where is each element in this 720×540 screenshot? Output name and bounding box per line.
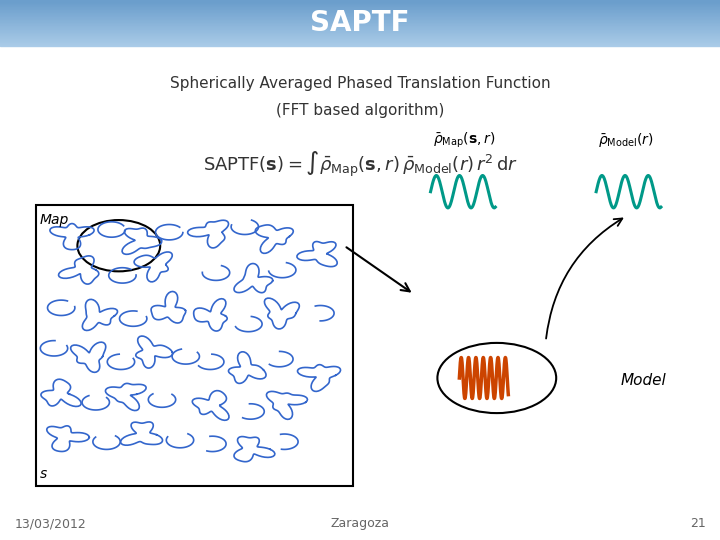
- Bar: [0, 41, 720, 42]
- Bar: [0, 22, 720, 23]
- Bar: [0, 0, 720, 2]
- Bar: [0, 9, 720, 11]
- Ellipse shape: [438, 343, 556, 413]
- Bar: [0, 18, 720, 19]
- Text: Map: Map: [40, 213, 69, 227]
- Bar: [0, 39, 720, 40]
- Bar: [0, 17, 720, 18]
- Bar: [0, 25, 720, 27]
- Bar: [0, 22, 720, 24]
- Bar: [0, 30, 720, 31]
- Bar: [0, 44, 720, 45]
- Bar: [0, 28, 720, 29]
- Bar: [0, 13, 720, 15]
- Text: Zaragoza: Zaragoza: [330, 517, 390, 530]
- Bar: [0, 40, 720, 42]
- Bar: [0, 10, 720, 11]
- Bar: [0, 31, 720, 33]
- Text: Spherically Averaged Phased Translation Function: Spherically Averaged Phased Translation …: [170, 76, 550, 91]
- Bar: [0, 11, 720, 12]
- Text: $\mathrm{SAPTF}(\mathbf{s}) = \int \bar{\rho}_{\mathrm{Map}}(\mathbf{s},r)\, \ba: $\mathrm{SAPTF}(\mathbf{s}) = \int \bar{…: [202, 150, 518, 179]
- Text: 21: 21: [690, 517, 706, 530]
- Text: 13/03/2012: 13/03/2012: [14, 517, 86, 530]
- Text: $\bar{\rho}_{\mathrm{Model}}(r)$: $\bar{\rho}_{\mathrm{Model}}(r)$: [598, 131, 654, 150]
- Bar: [0, 14, 720, 15]
- Bar: [0, 36, 720, 37]
- Bar: [0, 27, 720, 28]
- Bar: [0, 3, 720, 4]
- Bar: [0, 20, 720, 22]
- Bar: [0, 43, 720, 44]
- Text: s: s: [40, 467, 47, 481]
- Bar: [0, 42, 720, 43]
- Bar: [0, 32, 720, 33]
- Bar: [0, 33, 720, 35]
- Bar: [0, 34, 720, 35]
- Bar: [0, 5, 720, 6]
- Text: Model: Model: [621, 373, 667, 388]
- Bar: [0, 35, 720, 36]
- Bar: [0, 0, 720, 1]
- Bar: [0, 25, 720, 26]
- Bar: [0, 37, 720, 38]
- Bar: [0, 6, 720, 8]
- Bar: [0, 3, 720, 4]
- Bar: [0, 23, 720, 24]
- Bar: [0, 31, 720, 32]
- Bar: [0, 21, 720, 22]
- Bar: [0, 19, 720, 21]
- Bar: [0, 42, 720, 44]
- Bar: [0, 24, 720, 25]
- Bar: [0, 29, 720, 30]
- Bar: [0, 26, 720, 28]
- Text: (FFT based algorithm): (FFT based algorithm): [276, 103, 444, 118]
- Bar: [0, 1, 720, 2]
- Bar: [0, 5, 720, 7]
- Bar: [0, 4, 720, 5]
- Bar: [0, 38, 720, 40]
- Bar: [0, 16, 720, 18]
- Text: $\bar{\rho}_{\mathrm{Map}}(\mathbf{s},r)$: $\bar{\rho}_{\mathrm{Map}}(\mathbf{s},r)…: [433, 131, 495, 150]
- Text: SAPTF: SAPTF: [310, 9, 410, 37]
- Bar: [0, 9, 720, 10]
- Bar: [0, 38, 720, 39]
- Bar: [0, 16, 720, 17]
- Bar: [0, 36, 720, 37]
- Bar: [0, 2, 720, 3]
- Bar: [0, 7, 720, 9]
- Bar: [36, 205, 353, 486]
- Bar: [0, 12, 720, 14]
- Bar: [0, 18, 720, 20]
- Bar: [0, 12, 720, 13]
- Bar: [0, 15, 720, 16]
- Bar: [0, 29, 720, 31]
- Bar: [0, 45, 720, 46]
- Bar: [0, 8, 720, 9]
